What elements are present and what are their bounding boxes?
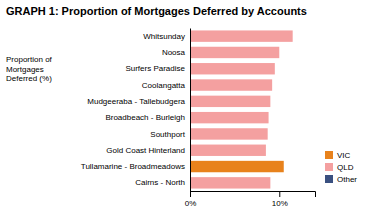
bar bbox=[190, 30, 293, 41]
bar bbox=[190, 79, 272, 90]
bar bbox=[190, 47, 279, 58]
legend-item: VIC bbox=[325, 151, 351, 160]
y-axis-label-line: Deferred (%) bbox=[6, 74, 52, 83]
legend-swatch bbox=[325, 151, 333, 159]
x-tick: 10% bbox=[272, 191, 288, 208]
y-tick-label: Mudgeeraba - Tallebudgera bbox=[87, 97, 185, 106]
x-tick-mark bbox=[190, 191, 191, 197]
legend-label: QLD bbox=[337, 163, 354, 172]
y-tick: Tullamarine - Broadmeadows bbox=[81, 162, 185, 171]
y-tick-label: Cairns - North bbox=[135, 178, 185, 187]
y-tick: Surfers Paradise bbox=[125, 64, 185, 73]
bars bbox=[190, 30, 293, 188]
y-tick-label: Tullamarine - Broadmeadows bbox=[81, 162, 185, 171]
chart: GRAPH 1: Proportion of Mortgages Deferre… bbox=[0, 0, 379, 213]
y-tick: Mudgeeraba - Tallebudgera bbox=[87, 97, 185, 106]
y-axis-label: Proportion ofMortgagesDeferred (%) bbox=[6, 55, 53, 83]
x-tick-mark bbox=[279, 191, 280, 197]
y-tick: Cairns - North bbox=[135, 178, 185, 187]
legend-swatch bbox=[325, 163, 333, 171]
y-axis-label-line: Mortgages bbox=[6, 65, 44, 74]
legend-label: Other bbox=[337, 175, 357, 184]
legend: VIC QLD Other bbox=[325, 151, 357, 184]
bar bbox=[190, 96, 270, 107]
bar bbox=[190, 145, 266, 156]
x-tick-label: 0% bbox=[185, 199, 197, 208]
bar bbox=[190, 63, 275, 74]
bar bbox=[190, 161, 284, 172]
y-tick: Noosa bbox=[162, 48, 186, 57]
x-axis: 0% 10% bbox=[185, 191, 316, 208]
y-axis-label-line: Proportion of bbox=[6, 55, 53, 64]
y-tick-label: Coolangatta bbox=[142, 81, 186, 90]
legend-item: QLD bbox=[325, 163, 354, 172]
y-axis: Cairns - North Tullamarine - Broadmeadows… bbox=[81, 29, 191, 192]
x-tick-label: 10% bbox=[272, 199, 288, 208]
bar bbox=[190, 177, 270, 188]
x-axis-line bbox=[191, 192, 316, 198]
y-tick-label: Whitsunday bbox=[143, 32, 185, 41]
legend-label: VIC bbox=[337, 151, 351, 160]
legend-item: Other bbox=[325, 175, 357, 184]
y-tick: Gold Coast Hinterland bbox=[106, 146, 185, 155]
y-axis-line bbox=[190, 29, 191, 192]
y-tick: Broadbeach - Burleigh bbox=[105, 113, 185, 122]
y-tick-label: Surfers Paradise bbox=[125, 64, 185, 73]
title: GRAPH 1: Proportion of Mortgages Deferre… bbox=[6, 5, 307, 17]
y-tick-label: Gold Coast Hinterland bbox=[106, 146, 185, 155]
bar bbox=[190, 128, 268, 139]
plot: 0% 10% Cairns - North Tullamarine - Broadme… bbox=[81, 29, 316, 208]
y-tick: Whitsunday bbox=[143, 32, 185, 41]
y-tick-label: Southport bbox=[150, 130, 185, 139]
y-tick-label: Broadbeach - Burleigh bbox=[105, 113, 185, 122]
y-tick-label: Noosa bbox=[162, 48, 186, 57]
y-tick: Southport bbox=[150, 130, 185, 139]
y-tick: Coolangatta bbox=[142, 81, 186, 90]
bar bbox=[190, 112, 269, 123]
legend-swatch bbox=[325, 175, 333, 183]
x-tick: 0% bbox=[185, 191, 197, 208]
